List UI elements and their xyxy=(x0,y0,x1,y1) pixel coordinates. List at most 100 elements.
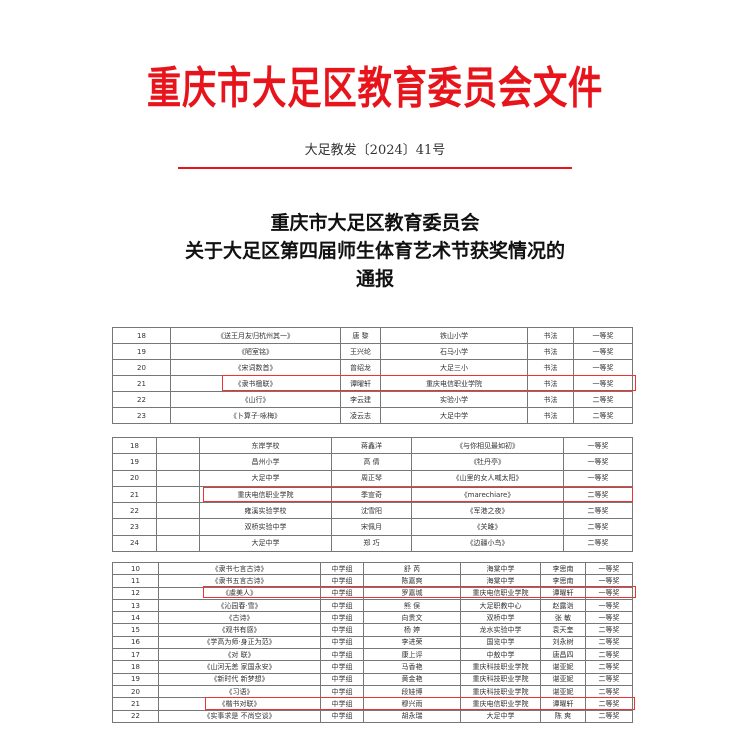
table-cell: 《宋词数首》 xyxy=(170,359,341,376)
table-cell: 一等奖 xyxy=(563,453,633,471)
table-row: 23 双桥实验中学 宋佩月 《关雎》 二等奖 xyxy=(112,518,633,536)
table-cell: 二等奖 xyxy=(563,534,633,553)
table-cell: 一等奖 xyxy=(563,469,633,487)
table-cell: 重庆科技职业学院 xyxy=(460,672,541,686)
table-cell: 李云建 xyxy=(340,391,381,408)
table-cell: 周正琴 xyxy=(331,469,412,487)
table-cell: 《边疆小鸟》 xyxy=(411,534,564,553)
table-cell: 中敖中学 xyxy=(460,648,541,662)
table-cell: 二等奖 xyxy=(573,391,633,408)
table-cell: 二等奖 xyxy=(585,672,633,686)
table-cell: 李思南 xyxy=(540,561,586,576)
table-cell xyxy=(156,436,200,455)
table-cell: 书法 xyxy=(527,391,574,408)
table-cell: 一等奖 xyxy=(573,359,633,376)
table-cell: 14 xyxy=(112,611,159,625)
table-row: 20 《宋词数首》 曾绍龙 大足三小 书法 一等奖 xyxy=(112,359,633,376)
headline-line-2: 关于大足区第四届师生体育艺术节获奖情况的 xyxy=(184,240,565,262)
table-cell: 18 xyxy=(112,660,159,674)
table-cell: 昌州小学 xyxy=(199,453,332,471)
table-row: 21 《楷书对联》 中学组 穆兴雨 重庆电信职业学院 谭曜轩 二等奖 xyxy=(112,697,633,711)
table-cell: 重庆电信职业学院 xyxy=(380,375,528,392)
table-cell: 23 xyxy=(112,518,157,536)
red-divider xyxy=(178,167,572,169)
table-cell: 16 xyxy=(112,635,159,650)
table-cell: 黄金艳 xyxy=(363,672,461,686)
table-cell: 双桥实验中学 xyxy=(199,518,332,536)
table-cell: 18 xyxy=(112,436,157,455)
table-cell: 龙水实验中学 xyxy=(460,623,541,637)
table-cell: 《山河无恙 家国永安》 xyxy=(158,660,321,674)
table-cell: 郑 巧 xyxy=(331,534,412,553)
table-cell: 中学组 xyxy=(320,648,364,662)
award-table-vocal: 18 东岸学校 蒋鑫洋 《与你相见最如初》 一等奖 19 昌州小学高 倩《牡丹亭》 一等奖 20… xyxy=(112,436,633,553)
award-table-student-calligraphy: 10 《隶书七言古诗》 中学组舒 芮海棠中学 李思南 一等奖 11 《隶书五言古诗》 中学组陈… xyxy=(112,561,633,723)
table-cell: 22 xyxy=(112,391,171,408)
table-cell: 向贵文 xyxy=(363,611,461,625)
table-cell: 刘永树 xyxy=(540,635,586,650)
table-cell: 一等奖 xyxy=(563,436,633,455)
table-cell: 一等奖 xyxy=(585,574,633,588)
table-cell: 《隶书七言古诗》 xyxy=(158,561,321,576)
table-row: 18 《送王月友归杭州其一》唐 黎铁山小学 书法 一等奖 xyxy=(112,327,633,344)
table-cell: 二等奖 xyxy=(563,502,633,520)
table-cell: 高 倩 xyxy=(331,453,412,471)
table-cell xyxy=(156,518,200,536)
table-row: 21 重庆电信职业学院 季宣奇 《marechiare》 二等奖 xyxy=(112,485,633,504)
table-cell: 重庆电信职业学院 xyxy=(199,485,332,504)
table-cell: 《观书有感》 xyxy=(158,623,321,637)
table-row: 14 《古诗》 中学组 向贵文 双桥中学张 敏一等奖 xyxy=(112,611,633,625)
table-row: 20 大足中学 周正琴 《山里的女人喊太阳》 一等奖 xyxy=(112,469,633,487)
table-cell: 《实事求是 不尚空谈》 xyxy=(158,709,321,723)
table-cell: 22 xyxy=(112,502,157,520)
table-cell: 21 xyxy=(112,485,157,504)
table-cell: 蒋鑫洋 xyxy=(331,436,412,455)
table-cell: 19 xyxy=(112,453,157,471)
table-cell: 《marechiare》 xyxy=(411,485,564,504)
table-cell: 康上评 xyxy=(363,648,461,662)
table-cell: 二等奖 xyxy=(585,623,633,637)
table-cell: 大足职教中心 xyxy=(460,598,541,613)
table-cell: 中学组 xyxy=(320,697,364,711)
table-cell: 唐 黎 xyxy=(340,327,381,344)
table-cell: 一等奖 xyxy=(585,561,633,576)
table-cell: 中学组 xyxy=(320,598,364,613)
table-cell: 《隶书五言古诗》 xyxy=(158,574,321,588)
table-row: 11 《隶书五言古诗》 中学组 陈嘉爽 海棠中学 李思南 一等奖 xyxy=(112,574,633,588)
headline-line-1: 重庆市大足区教育委员会 xyxy=(270,212,480,234)
table-row: 19 昌州小学高 倩《牡丹亭》 一等奖 xyxy=(112,453,633,471)
table-cell: 二等奖 xyxy=(563,518,633,536)
table-cell: 书法 xyxy=(527,359,574,376)
table-cell xyxy=(156,534,200,553)
table-cell: 大足三小 xyxy=(380,359,528,376)
table-cell: 段娃博 xyxy=(363,684,461,699)
table-row: 15 《观书有感》 中学组杨 婷龙水实验中学 袁天奎 二等奖 xyxy=(112,623,633,637)
table-row: 24 大足中学郑 巧《边疆小鸟》 二等奖 xyxy=(112,534,633,553)
document-number: 大足教发〔2024〕41号 xyxy=(304,143,446,158)
table-cell: 20 xyxy=(112,469,157,487)
table-row: 21 《隶书楹联》 谭曜轩 重庆电信职业学院 书法 一等奖 xyxy=(112,375,633,392)
table-row: 19 《陋室铭》 王兴纶 石马小学 书法 一等奖 xyxy=(112,343,633,360)
table-cell: 二等奖 xyxy=(585,684,633,699)
table-cell: 中学组 xyxy=(320,684,364,699)
table-cell: 中学组 xyxy=(320,635,364,650)
document-title: 重庆市大足区教育委员会文件 xyxy=(146,63,604,114)
table-cell: 10 xyxy=(112,561,159,576)
table-cell: 海棠中学 xyxy=(460,561,541,576)
table-cell: 胡永瑞 xyxy=(363,709,461,723)
table-cell: 唐昌四 xyxy=(540,648,586,662)
table-cell: 《送王月友归杭州其一》 xyxy=(170,327,341,344)
table-cell: 凌云志 xyxy=(340,407,381,424)
table-cell: 《古诗》 xyxy=(158,611,321,625)
table-cell: 《关雎》 xyxy=(411,518,564,536)
table-cell: 中学组 xyxy=(320,574,364,588)
award-table-calligraphy: 18 《送王月友归杭州其一》唐 黎铁山小学 书法 一等奖 19 《陋室铭》 王兴纶 石马小学书… xyxy=(112,327,633,424)
table-cell: 石马小学 xyxy=(380,343,528,360)
table-cell: 中学组 xyxy=(320,586,364,600)
table-cell: 大足中学 xyxy=(460,709,541,723)
table-row: 12 《虞美人》 中学组 罗嘉城 重庆电信职业学院 谭曜轩 一等奖 xyxy=(112,586,633,600)
table-cell: 《陋室铭》 xyxy=(170,343,341,360)
table-cell: 张 敏 xyxy=(540,611,586,625)
table-cell: 重庆电信职业学院 xyxy=(460,586,541,600)
table-cell: 《与你相见最如初》 xyxy=(411,436,564,455)
